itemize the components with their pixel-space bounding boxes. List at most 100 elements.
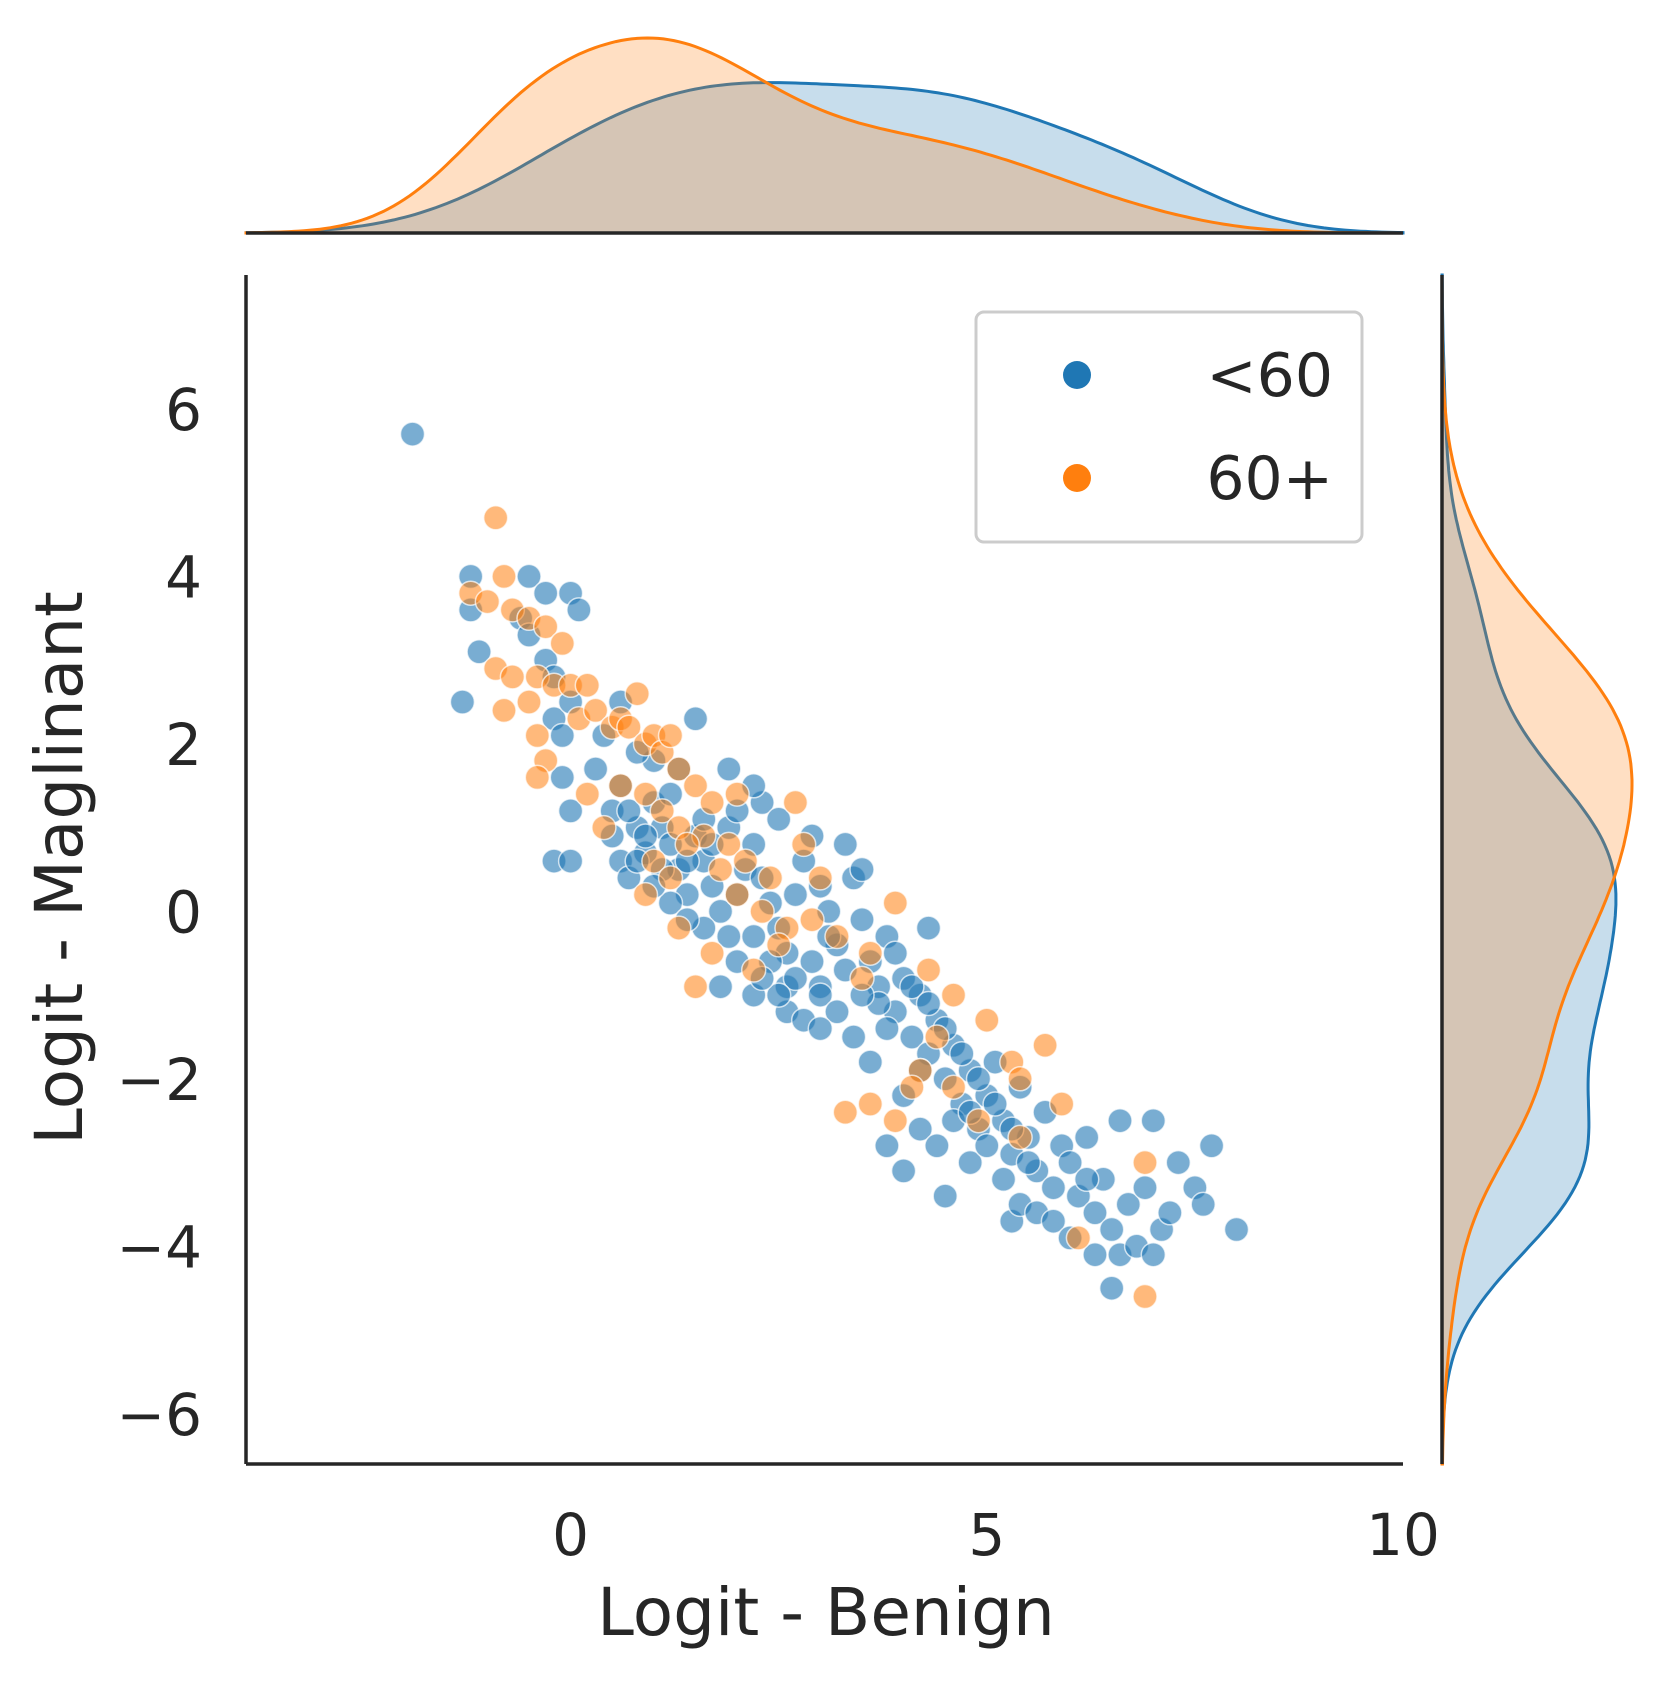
- scatter-point-under-60: [899, 973, 925, 1000]
- scatter-point-60-plus: [1132, 1283, 1158, 1310]
- tick-labels: 0 5 10 6 4 2 0 −2 −4 −6: [117, 376, 1440, 1569]
- x-tick-label: 0: [552, 1501, 589, 1569]
- scatter-point-60-plus: [682, 973, 709, 1000]
- scatter-point-60-plus: [765, 932, 792, 958]
- scatter-point-60-plus: [574, 672, 601, 699]
- scatter-point-60-plus: [666, 915, 692, 941]
- scatter-point-60-plus: [699, 789, 725, 816]
- scatter-point-60-plus: [882, 890, 909, 916]
- scatter-point-under-60: [557, 848, 584, 874]
- scatter-point-under-60: [907, 1116, 933, 1142]
- legend-marker-60-plus: [1063, 464, 1091, 492]
- scatter-point-60-plus: [616, 714, 642, 740]
- x-kde-60-plus: [244, 36, 1403, 235]
- scatter-point-under-60: [566, 597, 592, 623]
- scatter-point-under-60: [1140, 1107, 1167, 1134]
- scatter-point-60-plus: [607, 773, 634, 799]
- scatter-point-under-60: [1190, 1191, 1216, 1218]
- scatter-point-60-plus: [1007, 1124, 1033, 1151]
- y-tick-label: 6: [165, 376, 202, 444]
- scatter-point-60-plus: [732, 848, 759, 874]
- y-tick-label: 2: [165, 711, 202, 779]
- scatter-point-60-plus: [1007, 1066, 1033, 1092]
- scatter-point-60-plus: [666, 756, 692, 782]
- scatter-point-under-60: [1073, 1124, 1100, 1151]
- scatter-point-60-plus: [641, 848, 667, 874]
- scatter-point-60-plus: [899, 1074, 925, 1100]
- scatter-point-60-plus: [491, 697, 517, 724]
- scatter-point-60-plus: [624, 680, 650, 707]
- scatter-point-under-60: [1157, 1200, 1183, 1226]
- scatter-point-under-60: [882, 940, 909, 966]
- scatter-point-under-60: [632, 823, 659, 849]
- y-kde-under-60: [1440, 273, 1618, 1466]
- scatter-point-under-60: [915, 915, 942, 941]
- legend-marker-under-60: [1063, 361, 1091, 389]
- scatter-point-60-plus: [974, 1007, 1000, 1033]
- scatter-point-60-plus: [474, 588, 501, 615]
- scatter-point-under-60: [765, 982, 792, 1008]
- scatter-point-60-plus: [807, 865, 834, 891]
- scatter-point-under-60: [1098, 1275, 1125, 1301]
- scatter-point-under-60: [1015, 1149, 1042, 1176]
- scatter-point-60-plus: [1032, 1032, 1058, 1059]
- scatter-point-under-60: [1082, 1241, 1108, 1268]
- scatter-point-under-60: [874, 1015, 900, 1042]
- scatter-point-under-60: [932, 1183, 958, 1209]
- scatter-point-60-plus: [574, 781, 601, 807]
- scatter-point-under-60: [890, 1158, 917, 1184]
- y-axis-label: Logit - Maglinant: [21, 591, 98, 1145]
- scatter-point-under-60: [849, 856, 875, 883]
- scatter-point-60-plus: [491, 563, 517, 590]
- scatter-point-60-plus: [524, 764, 551, 791]
- scatter-point-60-plus: [740, 957, 767, 983]
- scatter-point-under-60: [582, 756, 609, 782]
- scatter-point-60-plus: [724, 881, 750, 908]
- scatter-point-under-60: [1107, 1107, 1133, 1134]
- scatter-point-60-plus: [749, 898, 775, 925]
- scatter-point-under-60: [740, 923, 767, 950]
- scatter-point-under-60: [657, 890, 684, 916]
- scatter-point-under-60: [532, 580, 559, 606]
- x-tick-label: 10: [1366, 1501, 1440, 1569]
- scatter-point-under-60: [990, 1166, 1017, 1193]
- scatter-point-60-plus: [849, 965, 875, 992]
- scatter-point-60-plus: [915, 957, 942, 983]
- scatter-point-60-plus: [524, 722, 551, 749]
- scatter-point-under-60: [857, 1049, 884, 1075]
- scatter-point-60-plus: [799, 906, 825, 933]
- scatter-point-60-plus: [699, 940, 725, 966]
- x-axis-label: Logit - Benign: [597, 1574, 1055, 1651]
- scatter-point-60-plus: [824, 923, 850, 950]
- scatter-point-60-plus: [924, 1024, 950, 1050]
- scatter-point-60-plus: [532, 613, 559, 640]
- scatter-point-under-60: [682, 706, 709, 732]
- scatter-point-60-plus: [716, 831, 742, 858]
- scatter-point-under-60: [965, 1066, 992, 1092]
- scatter-point-under-60: [957, 1149, 983, 1176]
- scatter-point-under-60: [707, 973, 734, 1000]
- scatter-point-60-plus: [782, 789, 809, 816]
- scatter-point-60-plus: [674, 831, 700, 858]
- scatter-point-60-plus: [632, 781, 659, 807]
- scatter-point-under-60: [782, 965, 809, 992]
- scatter-point-60-plus: [499, 664, 526, 690]
- scatter-point-under-60: [949, 1040, 975, 1067]
- scatter-point-60-plus: [1132, 1149, 1158, 1176]
- scatter-point-60-plus: [790, 831, 817, 858]
- y-tick-label: −6: [117, 1381, 203, 1449]
- y-kde-60-plus: [1440, 275, 1634, 1466]
- scatter-point-under-60: [899, 1024, 925, 1050]
- scatter-point-under-60: [716, 756, 742, 782]
- scatter-point-60-plus: [832, 1099, 859, 1126]
- y-tick-label: −4: [117, 1213, 203, 1281]
- scatter-point-under-60: [982, 1091, 1008, 1117]
- scatter-point-under-60: [807, 982, 834, 1008]
- scatter-point-under-60: [1073, 1166, 1100, 1193]
- scatter-point-60-plus: [857, 1091, 884, 1117]
- scatter-point-under-60: [616, 798, 642, 824]
- scatter-point-60-plus: [516, 689, 542, 715]
- scatter-point-60-plus: [1065, 1225, 1092, 1251]
- scatter-points: [399, 421, 1250, 1310]
- x-tick-label: 5: [968, 1501, 1005, 1569]
